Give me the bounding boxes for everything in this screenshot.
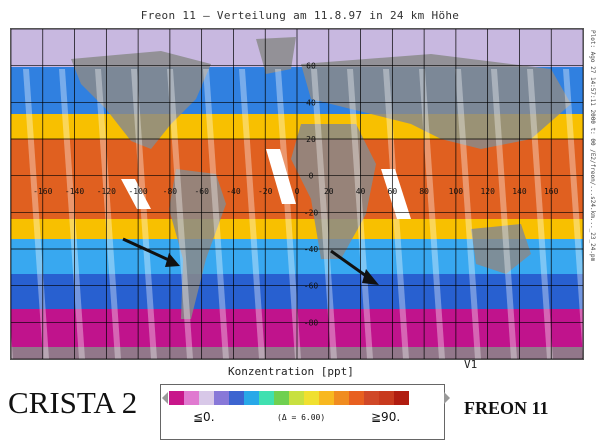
- orbit-gap: [275, 69, 301, 359]
- map-title: Freon 11 – Verteilung am 11.8.97 in 24 k…: [140, 9, 460, 22]
- scale-swatch: [229, 391, 244, 405]
- instrument-label: CRISTA 2: [8, 385, 138, 420]
- longitude-label: -120: [97, 187, 116, 196]
- scale-swatch: [289, 391, 304, 405]
- freon-distribution-map: -160 -140 -120 -100 -80 -60 -40 -20 0 20 40 60 80 100…: [11, 29, 583, 359]
- orbit-gap: [11, 330, 13, 359]
- data-gap: [266, 149, 296, 204]
- data-gap: [121, 179, 151, 209]
- latitude-label: -40: [304, 245, 319, 254]
- orbit-gap: [491, 69, 517, 359]
- latitude-label: -80: [304, 318, 319, 327]
- scale-swatch: [334, 391, 349, 405]
- longitude-label: 60: [388, 187, 398, 196]
- longitude-label: 160: [544, 187, 559, 196]
- data-gap: [381, 169, 411, 219]
- scale-swatch: [184, 391, 199, 405]
- orbit-gap: [527, 69, 553, 359]
- longitude-label: 100: [449, 187, 464, 196]
- longitude-label: 40: [356, 187, 366, 196]
- scale-swatch: [274, 391, 289, 405]
- colorbar-title: Konzentration [ppt]: [228, 365, 354, 378]
- orbit-gap: [59, 69, 85, 359]
- plot-metadata-note: Plot: Ago 27 14:57:11 2000 t: 00 /E2/fre…: [589, 30, 596, 262]
- scale-min-label: ≦0.: [193, 410, 215, 424]
- longitude-label: -60: [194, 187, 209, 196]
- orbit-gap: [239, 69, 265, 359]
- orbit-gap: [203, 69, 229, 359]
- longitude-label: 120: [480, 187, 495, 196]
- lat-lon-grid: [11, 29, 583, 359]
- latitude-label: 40: [306, 98, 316, 107]
- scale-left-arrow-icon: [162, 392, 168, 404]
- scale-swatch: [214, 391, 229, 405]
- orbit-gap: [131, 69, 157, 359]
- scale-max-label: ≧90.: [371, 410, 401, 424]
- arrow-left-head: [165, 253, 180, 267]
- longitude-label: 80: [419, 187, 429, 196]
- orbit-gap: [419, 69, 445, 359]
- longitude-label: -140: [65, 187, 84, 196]
- arrow-right: [330, 249, 370, 280]
- longitude-label: -100: [128, 187, 147, 196]
- arrow-right-head: [362, 269, 379, 285]
- landmass: [291, 124, 376, 259]
- latitude-label: 60: [306, 62, 316, 71]
- latitude-label: -20: [304, 208, 319, 217]
- scale-swatch: [319, 391, 334, 405]
- species-label: FREON 11: [464, 398, 549, 418]
- landmass: [169, 169, 226, 319]
- scale-swatch: [349, 391, 364, 405]
- scale-swatch: [244, 391, 259, 405]
- longitude-label: -80: [163, 187, 178, 196]
- orbit-gap: [563, 69, 583, 359]
- annotation-arrows: [122, 237, 379, 285]
- landmass: [256, 37, 296, 74]
- latitude-label: 20: [306, 135, 316, 144]
- scale-swatch: [304, 391, 319, 405]
- orbit-gap: [311, 69, 337, 359]
- version-label: V1: [464, 358, 478, 371]
- latitude-label: -60: [304, 282, 319, 291]
- longitude-label: -20: [258, 187, 273, 196]
- orbit-gap: [95, 69, 121, 359]
- longitude-label: 0: [295, 187, 300, 196]
- scale-swatch: [169, 391, 184, 405]
- color-scale-bar: [169, 391, 409, 405]
- scale-swatch: [379, 391, 394, 405]
- scale-swatch: [364, 391, 379, 405]
- map-panel: -160 -140 -120 -100 -80 -60 -40 -20 0 20 40 60 80 100…: [10, 28, 584, 360]
- scale-swatch: [394, 391, 409, 405]
- arrow-left: [122, 237, 172, 263]
- latitude-label: 0: [309, 172, 314, 181]
- color-scale: ≦0. (Δ = 6.00) ≧90.: [160, 384, 450, 440]
- longitude-label: -40: [226, 187, 241, 196]
- longitude-label: -160: [33, 187, 52, 196]
- scale-swatch: [199, 391, 214, 405]
- orbit-gap: [455, 69, 481, 359]
- longitude-label: 140: [512, 187, 527, 196]
- longitude-label: 20: [324, 187, 334, 196]
- orbit-gap: [347, 69, 373, 359]
- landmass: [301, 54, 571, 149]
- orbit-gap: [167, 69, 193, 359]
- scale-step-label: (Δ = 6.00): [277, 413, 326, 422]
- scale-right-arrow-icon: [444, 392, 450, 404]
- scale-swatch: [259, 391, 274, 405]
